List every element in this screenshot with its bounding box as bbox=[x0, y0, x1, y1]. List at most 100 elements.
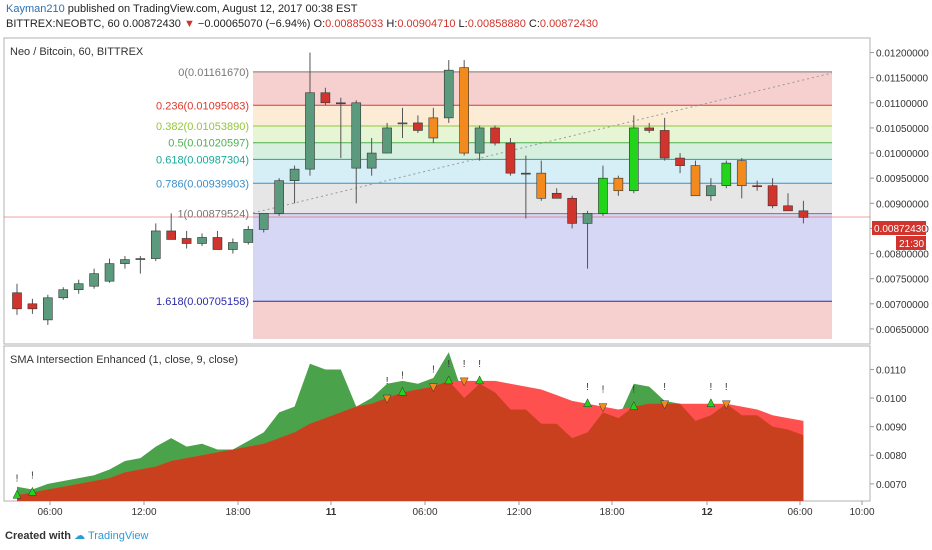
signal-up-icon bbox=[12, 489, 22, 499]
candle-body bbox=[582, 213, 593, 224]
indicator-tick-label: 0.0110 bbox=[876, 365, 906, 376]
signal-down-icon bbox=[382, 394, 392, 404]
time-tick-label: 06:00 bbox=[412, 507, 437, 518]
sma-overlap-area bbox=[17, 380, 804, 501]
fib-level-label: 0.382(0.01053890) bbox=[156, 121, 249, 133]
candle-body bbox=[736, 160, 747, 187]
signal-up-icon bbox=[444, 375, 454, 385]
signal-mark: ! bbox=[602, 385, 605, 396]
time-tick-label: 18:00 bbox=[225, 507, 250, 518]
signal-mark: ! bbox=[663, 382, 666, 393]
sma-area bbox=[17, 352, 804, 501]
footer: Created with ☁ TradingView bbox=[5, 529, 148, 542]
fib-level-label: 0.786(0.00939903) bbox=[156, 178, 249, 190]
last-price: 0.00872430 bbox=[122, 18, 181, 30]
candle-body bbox=[181, 238, 192, 244]
close-label: C: bbox=[528, 18, 540, 30]
candle-body bbox=[536, 172, 547, 199]
candle-body bbox=[258, 213, 269, 230]
current-price-label: 0.00872430 bbox=[874, 224, 927, 235]
signal-up-icon bbox=[629, 401, 639, 410]
candle-body bbox=[73, 283, 84, 291]
countdown-badge bbox=[896, 236, 926, 250]
indicator-tick-label: 0.0090 bbox=[876, 423, 907, 434]
tradingview-brand[interactable]: TradingView bbox=[87, 530, 149, 542]
candle-body bbox=[274, 180, 284, 214]
candle-body bbox=[490, 127, 500, 144]
candle-body bbox=[243, 229, 254, 243]
candle-body bbox=[798, 210, 809, 218]
open-label: O: bbox=[313, 18, 326, 30]
fib-retracement[interactable]: 0(0.01161670) 0.236(0.01095083) 0.382(0.01… bbox=[156, 67, 832, 339]
signal-mark: ! bbox=[710, 382, 713, 393]
candle-body bbox=[659, 130, 670, 159]
header-quote-line: BITTREX:NEOBTC, 60 0.00872430 ▼ −0.00065… bbox=[6, 18, 598, 31]
high-value: 0.00904710 bbox=[397, 18, 456, 30]
close-value: 0.00872430 bbox=[539, 18, 599, 30]
candle-body bbox=[12, 292, 22, 310]
price-tick-label: 0.00700000 bbox=[876, 300, 929, 311]
indicator-tick-label: 0.0070 bbox=[876, 480, 907, 491]
signal-down-icon bbox=[721, 400, 731, 410]
signal-down-icon bbox=[598, 403, 608, 413]
fib-level-label: 0.618(0.00987304) bbox=[156, 154, 249, 166]
high-label: H: bbox=[386, 18, 398, 30]
fib-band bbox=[253, 125, 832, 143]
candle-body bbox=[474, 127, 485, 154]
candle-body bbox=[104, 263, 115, 282]
candle-body bbox=[644, 127, 655, 131]
candle-body bbox=[212, 237, 223, 250]
candle-body bbox=[721, 162, 732, 187]
signal-down-icon bbox=[428, 383, 438, 393]
signal-up-icon bbox=[28, 486, 37, 496]
price-tick-label: 0.01100000 bbox=[876, 99, 929, 110]
signal-up-icon bbox=[583, 398, 592, 408]
time-tick-label: 06:00 bbox=[787, 507, 812, 518]
main-pane-title: Neo / Bitcoin, 60, BITTREX bbox=[10, 46, 144, 58]
price-tick-label: 0.01200000 bbox=[876, 49, 929, 60]
signal-mark: ! bbox=[31, 470, 34, 481]
signal-up-icon bbox=[475, 375, 485, 385]
candle-body bbox=[382, 127, 392, 154]
fib-level-label: 0(0.01161670) bbox=[178, 67, 249, 79]
fib-band bbox=[253, 105, 832, 126]
symbol-line: BITTREX:NEOBTC, 60 bbox=[6, 18, 120, 30]
sma-signals: !!!!!!!!!!!!!! bbox=[12, 359, 731, 499]
time-tick-label: 11 bbox=[326, 507, 337, 518]
fib-band bbox=[253, 71, 832, 106]
price-axis[interactable]: 0.01200000 0.01150000 0.01100000 0.01050000… bbox=[870, 49, 929, 336]
candle-body bbox=[628, 127, 639, 192]
candle-body bbox=[459, 67, 469, 154]
price-tick-label: 0.01000000 bbox=[876, 149, 929, 160]
signal-mark: ! bbox=[586, 382, 589, 393]
author-link[interactable]: Kayman210 bbox=[6, 3, 65, 15]
candle-body bbox=[567, 197, 577, 224]
time-axis[interactable]: 06:00 12:00 18:00 11 06:00 12:00 18:00 12 06:00 1… bbox=[37, 501, 875, 518]
signal-mark: ! bbox=[386, 376, 389, 387]
low-label: L: bbox=[458, 18, 468, 30]
candle-body bbox=[289, 168, 300, 181]
candle-body bbox=[428, 117, 439, 139]
down-arrow-icon: ▼ bbox=[183, 18, 195, 30]
candle-body bbox=[505, 142, 516, 174]
time-tick-label: 12 bbox=[701, 507, 713, 518]
time-tick-label: 10:00 bbox=[849, 507, 874, 518]
indicator-tick-label: 0.0080 bbox=[876, 451, 907, 462]
candle-body bbox=[305, 92, 315, 170]
candle-body bbox=[598, 177, 608, 214]
candle-body bbox=[228, 242, 238, 250]
candle-body bbox=[197, 237, 207, 244]
open-value: 0.00885033 bbox=[325, 18, 384, 30]
fib-level-label: 1.618(0.00705158) bbox=[156, 296, 249, 308]
candle-body bbox=[43, 297, 53, 321]
fib-trend-line[interactable] bbox=[252, 72, 833, 214]
indicator-axis[interactable]: 0.0110 0.0100 0.0090 0.0080 0.0070 bbox=[870, 365, 907, 491]
fib-level-label: 0.5(0.01020597) bbox=[168, 138, 249, 150]
candle-body bbox=[120, 259, 130, 264]
price-tick-label: 0.01150000 bbox=[876, 74, 929, 85]
candles[interactable] bbox=[12, 52, 809, 325]
countdown-label: 21:30 bbox=[899, 239, 924, 250]
candle-body bbox=[690, 165, 701, 197]
tradingview-logo-icon[interactable]: ☁ bbox=[74, 530, 86, 542]
